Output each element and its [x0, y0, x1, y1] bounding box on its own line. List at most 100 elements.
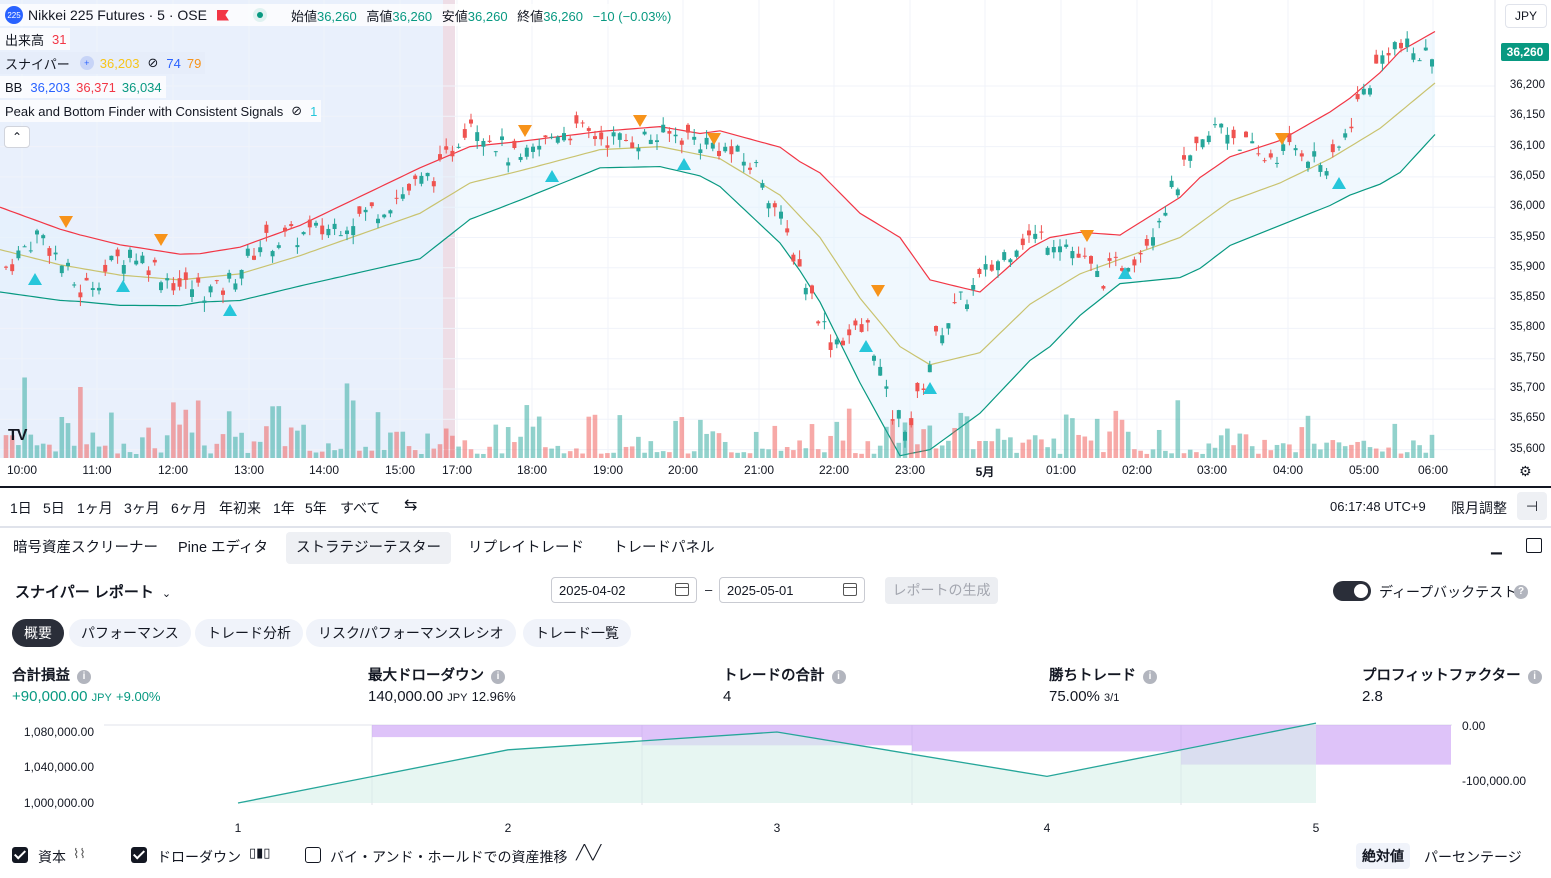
info-icon[interactable]: i: [831, 670, 846, 684]
candle-body: [202, 300, 207, 303]
tab-crypto-screener[interactable]: 暗号資産スクリーナー: [13, 540, 158, 556]
time-tick: 05:00: [1348, 463, 1380, 477]
tradingview-logo[interactable]: TV: [8, 427, 27, 444]
candle-body: [1126, 267, 1131, 272]
info-icon[interactable]: i: [1143, 670, 1157, 684]
help-icon[interactable]: ?: [1514, 585, 1528, 599]
date-to-field[interactable]: 2025-05-01: [719, 577, 865, 603]
candle-body: [791, 254, 796, 262]
flag-icon[interactable]: [216, 9, 229, 21]
volume-bar: [381, 449, 387, 458]
candle-body: [1237, 149, 1242, 151]
info-icon[interactable]: i: [491, 670, 505, 684]
subtab-overview[interactable]: 概要: [12, 619, 64, 647]
subtab-trade-analysis[interactable]: トレード分析: [195, 619, 303, 647]
price-tick: 35,600: [1509, 442, 1545, 455]
deep-backtest-label: ディープバックテスト: [1379, 584, 1518, 600]
range-ytd[interactable]: 年初来: [219, 500, 261, 516]
tab-strategy-tester[interactable]: ストラテジーテスター: [286, 532, 451, 564]
deep-backtest-toggle[interactable]: [1333, 581, 1371, 601]
buy-hold-label: バイ・アンド・ホールドでの資産推移: [330, 849, 568, 865]
candle-body: [673, 134, 678, 137]
date-from-field[interactable]: 2025-04-02: [551, 577, 697, 603]
time-tick: 06:00: [1417, 463, 1449, 477]
absolute-value-button[interactable]: 絶対値: [1356, 843, 1410, 869]
minimize-icon[interactable]: ▁: [1491, 538, 1502, 554]
range-1y[interactable]: 1年: [273, 500, 295, 516]
volume-bar: [1398, 453, 1404, 458]
layout-toggle-icon[interactable]: ⊣: [1517, 492, 1547, 520]
time-tick: 21:00: [743, 463, 775, 477]
trade-number-tick: 3: [774, 821, 781, 835]
volume-bar: [363, 446, 368, 458]
volume-bar: [1355, 441, 1360, 458]
candle-body: [524, 147, 529, 157]
candle-body: [159, 282, 163, 291]
buy-hold-checkbox[interactable]: [305, 847, 321, 863]
sniper-icon[interactable]: +: [79, 56, 94, 70]
candle-body: [1113, 256, 1118, 258]
candle-body: [648, 139, 653, 145]
candle-body: [1374, 54, 1379, 64]
volume-bar: [1243, 434, 1249, 458]
max-drawdown-value: 140,000.00 JPY 12.96%: [368, 688, 516, 705]
peak-finder-legend[interactable]: Peak and Bottom Finder with Consistent S…: [0, 99, 322, 123]
subtab-performance[interactable]: パフォーマンス: [69, 619, 191, 647]
volume-bar: [809, 424, 815, 458]
range-1d[interactable]: 1日: [10, 500, 32, 516]
generate-report-button[interactable]: レポートの生成: [885, 577, 998, 604]
calendar-icon[interactable]: [675, 583, 689, 596]
contract-adjust[interactable]: 限月調整: [1451, 500, 1507, 516]
tab-trade-panel[interactable]: トレードパネル: [613, 540, 715, 556]
candle-body: [512, 140, 517, 149]
volume-bar: [791, 450, 796, 458]
price-chart[interactable]: [0, 0, 1551, 486]
range-all[interactable]: すべて: [340, 500, 381, 516]
collapse-legend-button[interactable]: ⌃: [4, 126, 30, 148]
symbol-legend[interactable]: 225 Nikkei 225 Futures · 5 · OSE 始値36,26…: [0, 3, 676, 27]
candle-body: [531, 146, 535, 152]
equity-chart[interactable]: 1,080,000.00 1,040,000.00 1,000,000.00 0.00…: [0, 715, 1551, 840]
tab-pine-editor[interactable]: Pine エディタ: [178, 540, 269, 556]
candle-body: [915, 382, 920, 392]
range-1m[interactable]: 1ヶ月: [77, 500, 113, 516]
gear-icon[interactable]: ⚙: [1519, 463, 1532, 479]
candle-body: [537, 145, 542, 150]
candle-body: [1219, 123, 1224, 128]
range-6m[interactable]: 6ヶ月: [171, 500, 207, 516]
volume-legend[interactable]: 出来高 31: [0, 27, 71, 51]
candle-body: [989, 264, 994, 271]
drawdown-checkbox[interactable]: [131, 847, 147, 863]
candle-body: [853, 320, 858, 326]
range-5d[interactable]: 5日: [43, 500, 65, 516]
report-title[interactable]: スナイパー レポート ⌄: [15, 584, 172, 601]
bottom-marker: [223, 304, 237, 316]
info-icon[interactable]: i: [77, 670, 91, 684]
subtab-trade-list[interactable]: トレード一覧: [523, 619, 631, 647]
currency-button[interactable]: JPY: [1505, 4, 1547, 28]
range-3m[interactable]: 3ヶ月: [124, 500, 160, 516]
maximize-icon[interactable]: [1526, 538, 1542, 553]
last-price-label: 36,260: [1501, 43, 1549, 61]
tab-replay-trade[interactable]: リプレイトレード: [468, 540, 584, 556]
volume-bar: [332, 450, 337, 458]
date-range-icon[interactable]: ⇆: [404, 497, 418, 514]
clock[interactable]: 06:17:48 UTC+9: [1330, 499, 1426, 514]
symbol-title[interactable]: Nikkei 225 Futures · 5 · OSE: [28, 7, 207, 23]
market-status-icon[interactable]: [252, 8, 267, 22]
calendar-icon[interactable]: [843, 583, 857, 596]
info-icon[interactable]: i: [1527, 670, 1542, 684]
bb-legend[interactable]: BB 36,203 36,371 36,034: [0, 75, 166, 99]
percentage-button[interactable]: パーセンテージ: [1424, 849, 1522, 865]
subtab-risk-ratios[interactable]: リスク/パフォーマンスレシオ: [306, 619, 516, 647]
volume-bar: [251, 441, 257, 458]
volume-bar: [102, 445, 108, 458]
volume-bar: [1349, 444, 1354, 458]
sniper-legend[interactable]: スナイパー + 36,203 ⊘ 74 79: [0, 51, 206, 75]
equity-checkbox[interactable]: [12, 847, 28, 863]
candle-body: [847, 329, 852, 336]
volume-bar: [933, 448, 939, 458]
candle-body: [493, 151, 498, 153]
range-5y[interactable]: 5年: [305, 500, 327, 516]
volume-bar: [189, 432, 195, 458]
